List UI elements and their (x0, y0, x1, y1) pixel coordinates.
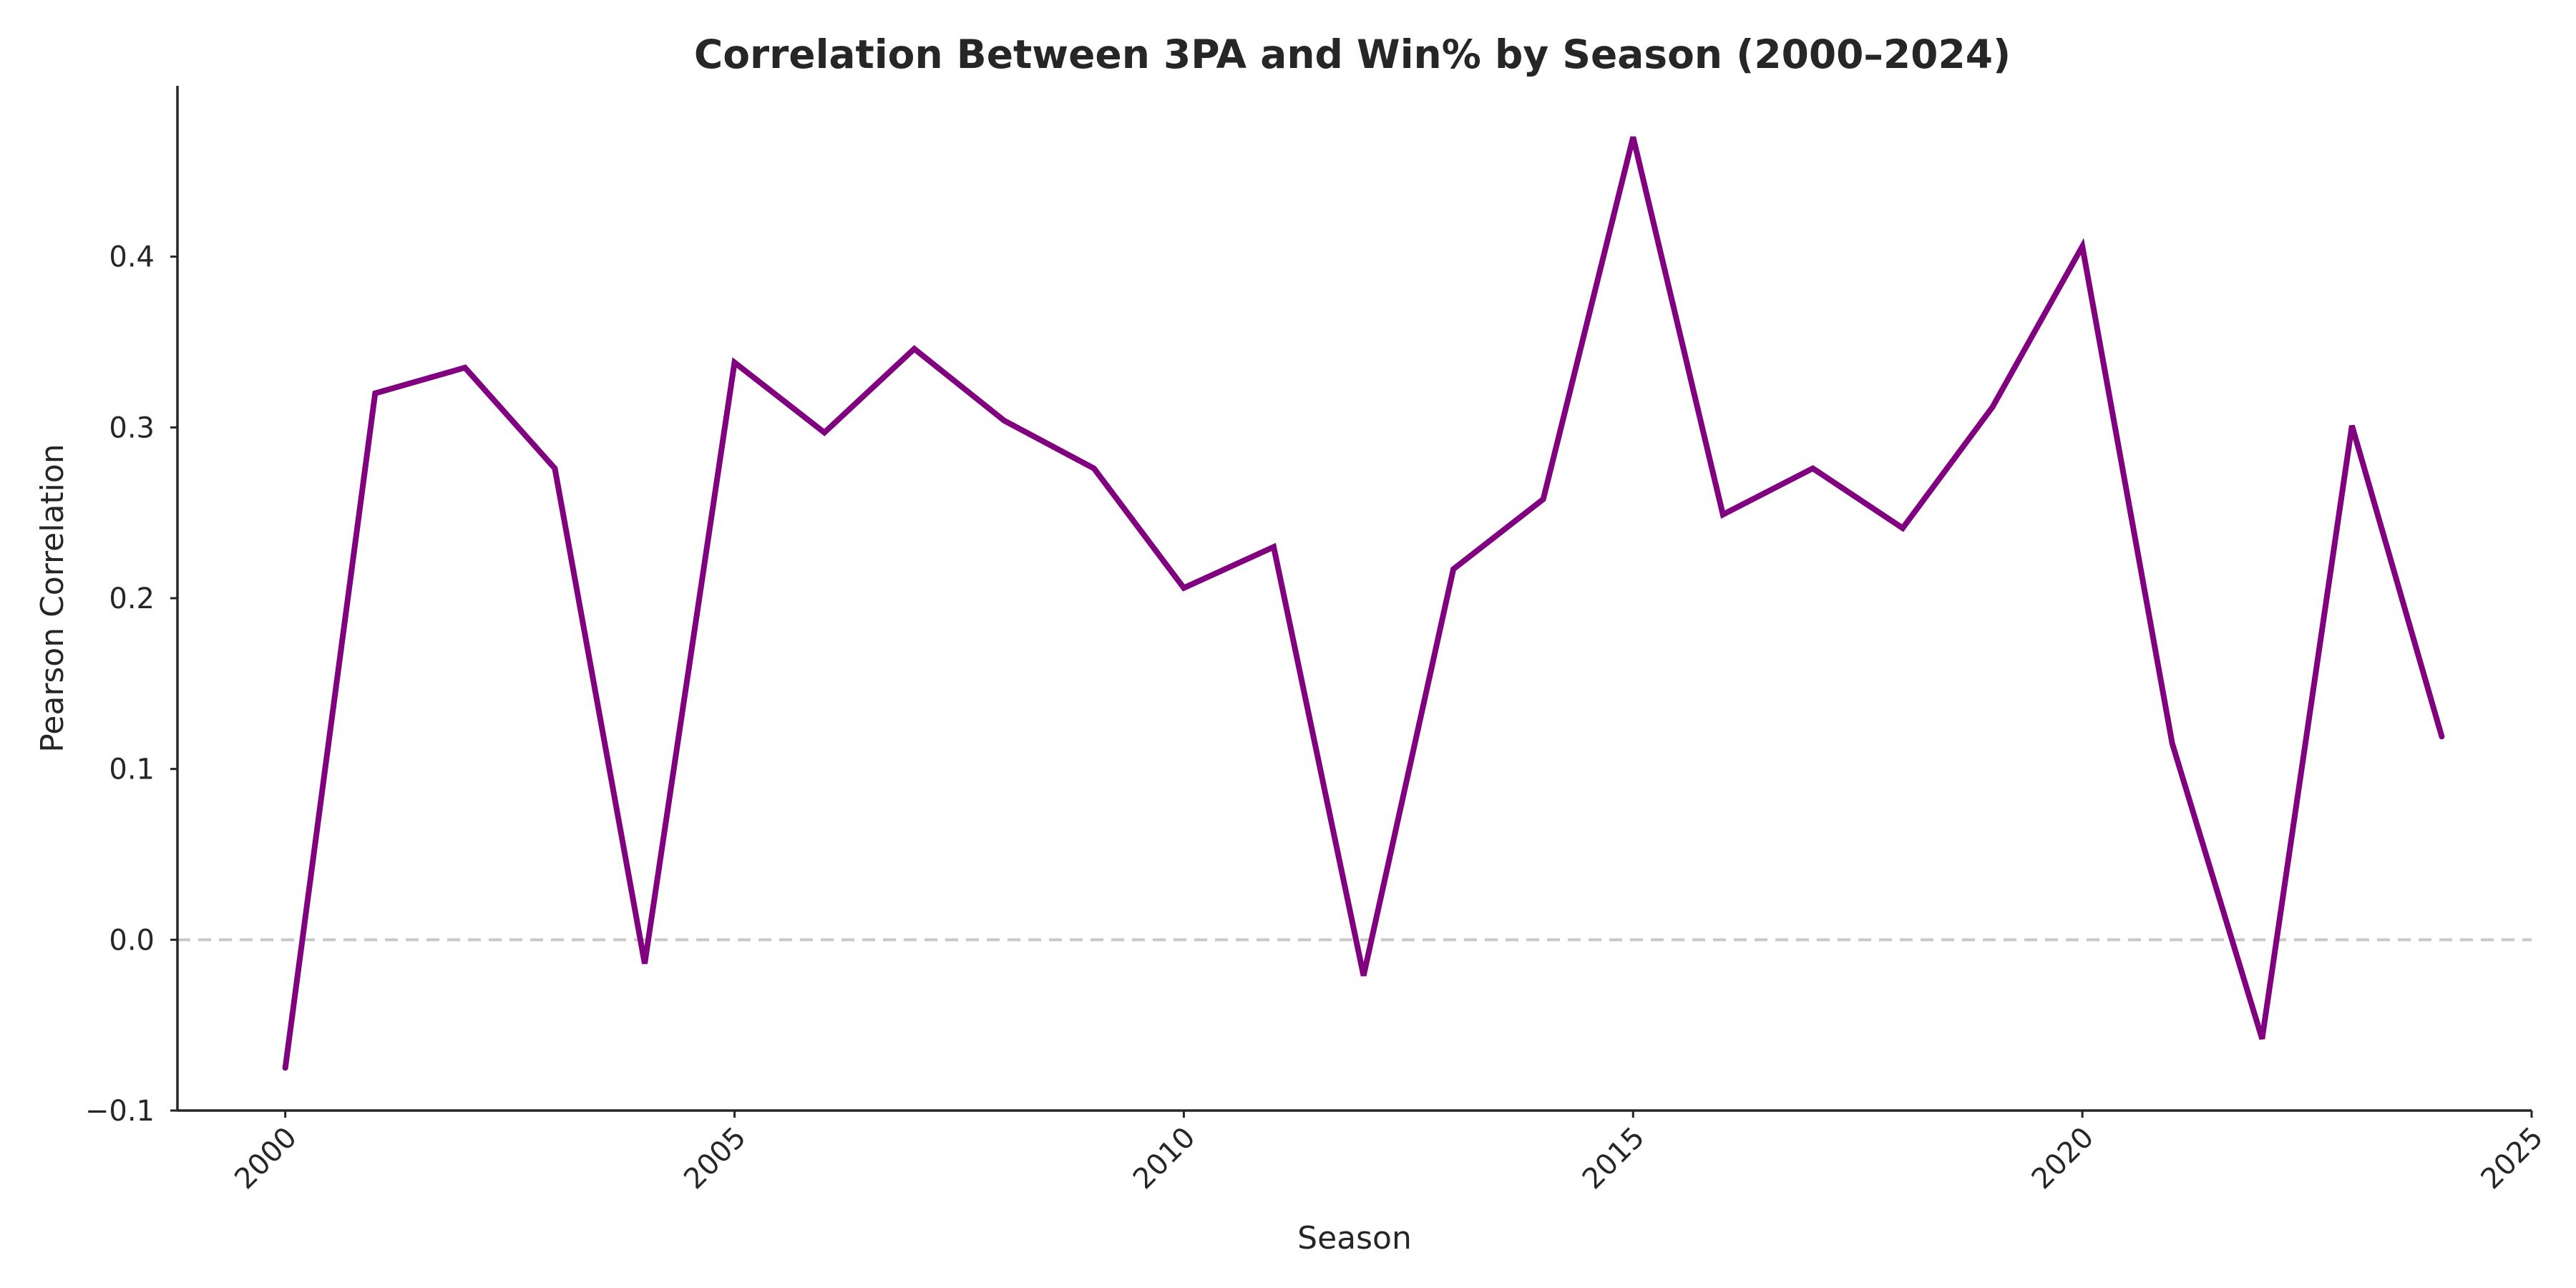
data-point (1541, 497, 1546, 502)
x-tick-label: 2015 (1576, 1121, 1652, 1196)
x-tick-label: 2010 (1127, 1121, 1202, 1196)
data-point (1361, 972, 1367, 978)
data-point (1900, 525, 1906, 531)
data-point (1181, 585, 1186, 591)
data-point (372, 391, 378, 396)
x-tick-label: 2005 (678, 1121, 753, 1196)
data-point (1720, 512, 1726, 517)
data-point (2259, 1036, 2265, 1042)
x-tick-label: 2020 (2026, 1121, 2101, 1196)
x-tick-label: 2025 (2475, 1121, 2550, 1196)
data-point (2170, 741, 2175, 746)
data-point (552, 466, 557, 472)
data-point (462, 365, 468, 371)
data-point (2439, 733, 2444, 739)
data-point (2349, 423, 2355, 429)
data-point (283, 1065, 288, 1070)
data-point (732, 360, 738, 366)
series-line (282, 136, 2445, 1071)
x-tick-label: 2000 (228, 1121, 303, 1196)
data-point (1091, 466, 1097, 472)
data-point (1630, 135, 1636, 140)
chart-title: Correlation Between 3PA and Win% by Seas… (694, 31, 2011, 77)
data-point (1990, 404, 1996, 410)
y-tick-label: 0.3 (109, 411, 155, 444)
plot-area (177, 135, 2532, 1071)
y-axis-label: Pearson Correlation (34, 444, 71, 752)
y-tick-label: 0.2 (109, 582, 155, 615)
data-point (1001, 418, 1007, 424)
data-point (1271, 544, 1277, 550)
data-point (1810, 466, 1815, 472)
data-point (821, 429, 827, 435)
data-point (1450, 566, 1456, 572)
y-tick-label: 0.4 (109, 241, 155, 274)
data-point (912, 346, 917, 352)
x-tick-labels: 2000 2005 2010 2015 2020 2025 (228, 1111, 2550, 1196)
y-tick-label: −0.1 (85, 1095, 155, 1128)
data-point (642, 961, 648, 967)
data-point (2079, 243, 2085, 249)
y-tick-labels: −0.1 0.0 0.1 0.2 0.3 0.4 (85, 241, 177, 1128)
y-tick-label: 0.0 (109, 924, 155, 957)
y-tick-label: 0.1 (109, 753, 155, 786)
x-axis-label: Season (1297, 1220, 1412, 1257)
